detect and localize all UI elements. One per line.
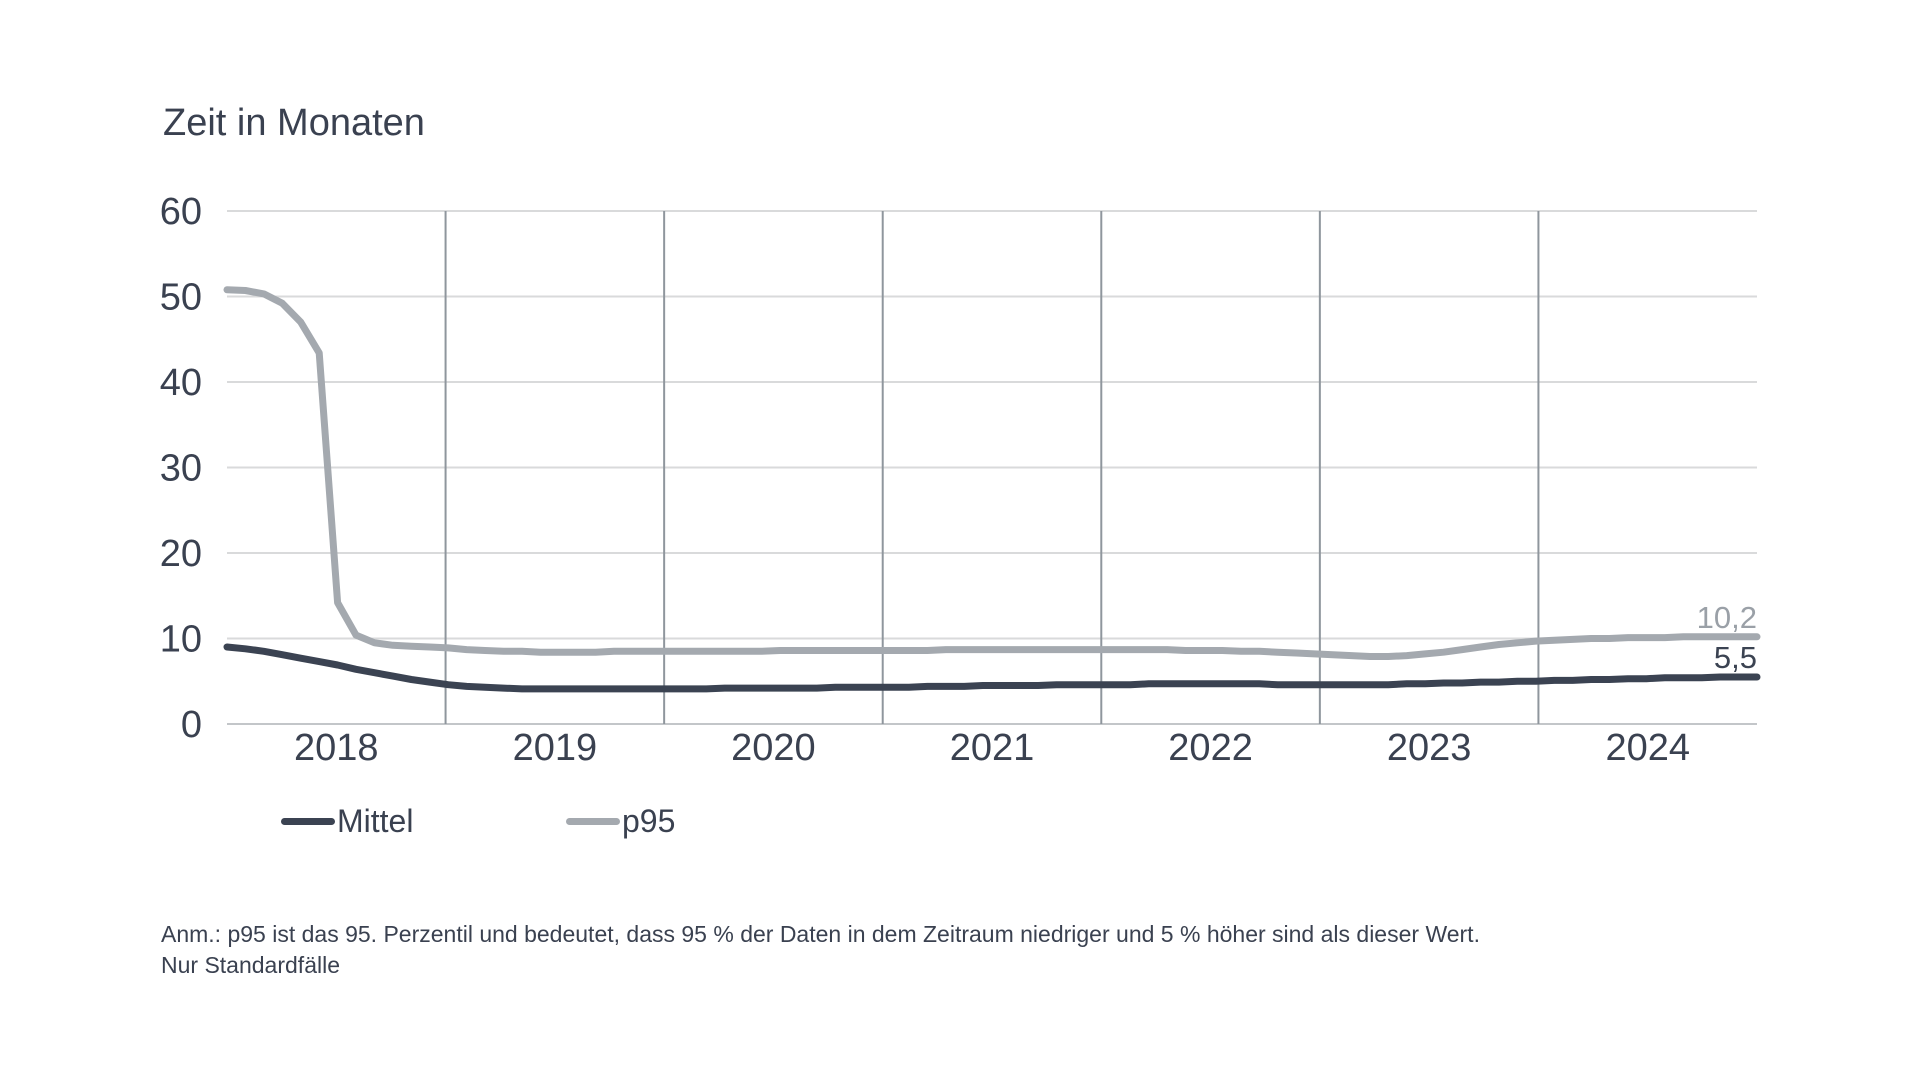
end-label-mittel: 5,5	[1714, 640, 1757, 675]
x-tick-label: 2018	[294, 727, 379, 769]
y-tick-label: 40	[160, 362, 202, 404]
footnote-line-1: Anm.: p95 ist das 95. Perzentil und bede…	[161, 921, 1480, 947]
footnote: Anm.: p95 ist das 95. Perzentil und bede…	[161, 919, 1480, 981]
legend-label-p95: p95	[622, 802, 676, 839]
legend-item-p95: p95	[566, 803, 675, 839]
series-line-mittel	[223, 643, 1761, 693]
x-tick-label: 2021	[950, 727, 1035, 769]
x-tick-label: 2022	[1168, 727, 1253, 769]
y-tick-label: 30	[160, 448, 202, 490]
y-tick-label: 60	[160, 191, 202, 233]
mittel-line-swatch	[281, 817, 335, 825]
legend-item-mittel: Mittel	[281, 803, 413, 839]
y-tick-label: 20	[160, 533, 202, 575]
legend-label-mittel: Mittel	[337, 802, 414, 839]
x-tick-label: 2023	[1387, 727, 1472, 769]
footnote-line-2: Nur Standardfälle	[161, 952, 340, 978]
x-tick-label: 2019	[513, 727, 598, 769]
p95-line-swatch	[566, 817, 620, 825]
x-tick-label: 2024	[1605, 727, 1690, 769]
y-tick-label: 0	[181, 704, 202, 746]
x-tick-label: 2020	[731, 727, 816, 769]
y-tick-label: 10	[160, 619, 202, 661]
series-line-p95	[223, 286, 1761, 660]
end-label-p95: 10,2	[1697, 600, 1757, 635]
page-title: Zeit in Monaten	[163, 102, 425, 144]
y-tick-label: 50	[160, 277, 202, 319]
